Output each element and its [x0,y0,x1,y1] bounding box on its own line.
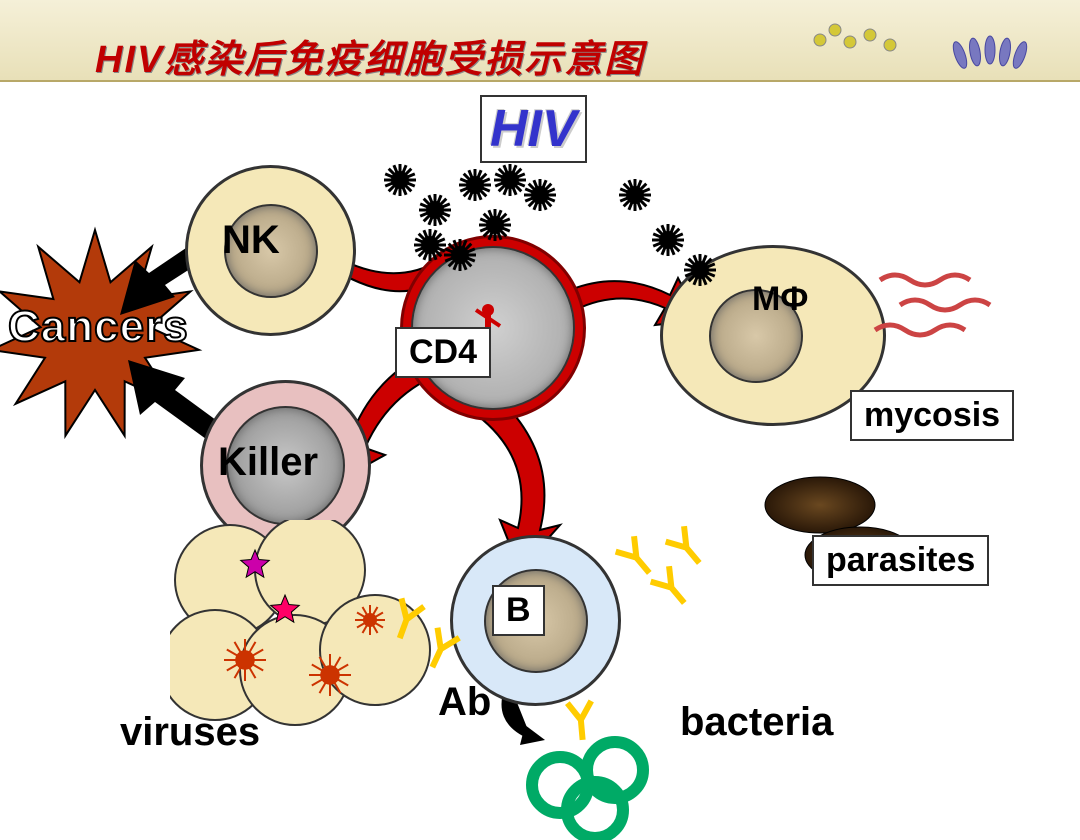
b-label: B [492,585,545,636]
ab-label: Ab [438,680,491,725]
bacteria-label: bacteria [680,700,833,745]
nk-label: NK [222,218,280,263]
diagram-area: Cancers HIV NKCD4MΦKillerBAbmycosispar [0,80,1080,810]
parasites-label: parasites [812,535,989,586]
killer-label: Killer [218,440,318,485]
cd4-label: CD4 [395,327,491,378]
viruses-label: viruses [120,710,260,755]
mphi-label: MΦ [752,280,808,319]
diagram-title: HIV感染后免疫细胞受损示意图 [95,28,644,83]
mycosis-label: mycosis [850,390,1014,441]
deco-flowers [760,0,1080,90]
